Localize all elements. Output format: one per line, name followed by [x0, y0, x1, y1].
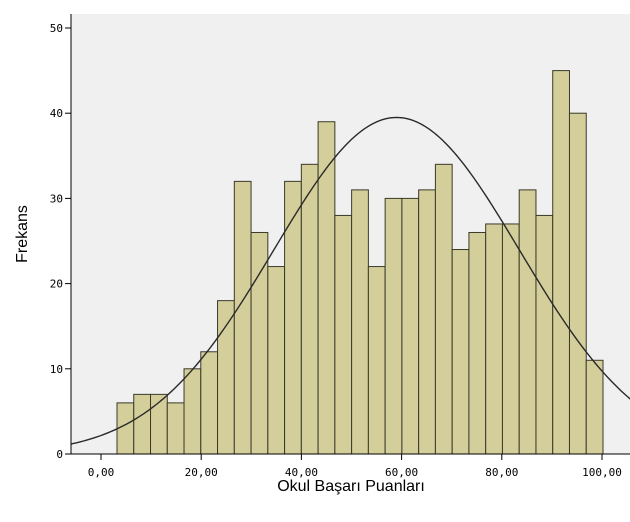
- y-tick-label: 20: [50, 278, 63, 291]
- histogram-bar: [284, 180, 302, 455]
- histogram-bar: [518, 189, 537, 455]
- histogram-bar: [501, 223, 520, 455]
- histogram-bar: [217, 300, 235, 455]
- histogram-bar: [434, 163, 453, 455]
- histogram-bar: [468, 231, 487, 455]
- histogram-bar: [535, 214, 554, 455]
- x-tick-label: 0,00: [88, 466, 115, 479]
- histogram-bar: [133, 393, 152, 455]
- histogram-bar: [351, 189, 369, 455]
- y-tick-label: 40: [50, 107, 63, 120]
- histogram-bar: [418, 189, 436, 455]
- y-tick-label: 0: [56, 448, 63, 461]
- histogram-bar: [300, 163, 319, 455]
- x-axis-label: Okul Başarı Puanları: [277, 478, 425, 495]
- histogram-bar: [150, 393, 168, 455]
- x-tick-label: 20,00: [185, 466, 218, 479]
- x-tick-label: 60,00: [385, 466, 418, 479]
- bars-layer: [71, 14, 630, 455]
- x-tick-label: 80,00: [485, 466, 518, 479]
- histogram-bar: [451, 249, 470, 455]
- axes-layer: 0 10 20 30 40 50 0,00 20,00 40,00 60,00 80,00 100,0…: [50, 14, 630, 479]
- x-tick-label: 100,00: [582, 466, 622, 479]
- y-tick-label: 30: [50, 192, 63, 205]
- y-axis-label: Frekans: [14, 205, 31, 263]
- histogram-bar: [552, 70, 570, 455]
- histogram-bar: [568, 112, 587, 455]
- normal-curve-layer: [70, 116, 630, 445]
- normal-curve: [70, 116, 630, 445]
- histogram-bar: [334, 214, 353, 455]
- histogram-bar: [267, 266, 286, 455]
- y-tick-label: 50: [50, 22, 63, 35]
- histogram-bar: [200, 351, 219, 455]
- histogram-bar: [384, 197, 403, 455]
- y-tick-label: 10: [50, 363, 63, 376]
- histogram-bar: [367, 266, 386, 455]
- histogram-bar: [401, 197, 420, 455]
- histogram-bar: [485, 223, 503, 455]
- histogram-bar: [183, 368, 202, 455]
- histogram-bar: [233, 180, 252, 455]
- x-tick-label: 40,00: [285, 466, 318, 479]
- histogram-bar: [116, 402, 135, 455]
- histogram-bar: [250, 231, 269, 455]
- histogram-bar: [166, 402, 185, 455]
- histogram-bar: [317, 121, 336, 455]
- histogram-bar: [585, 359, 604, 455]
